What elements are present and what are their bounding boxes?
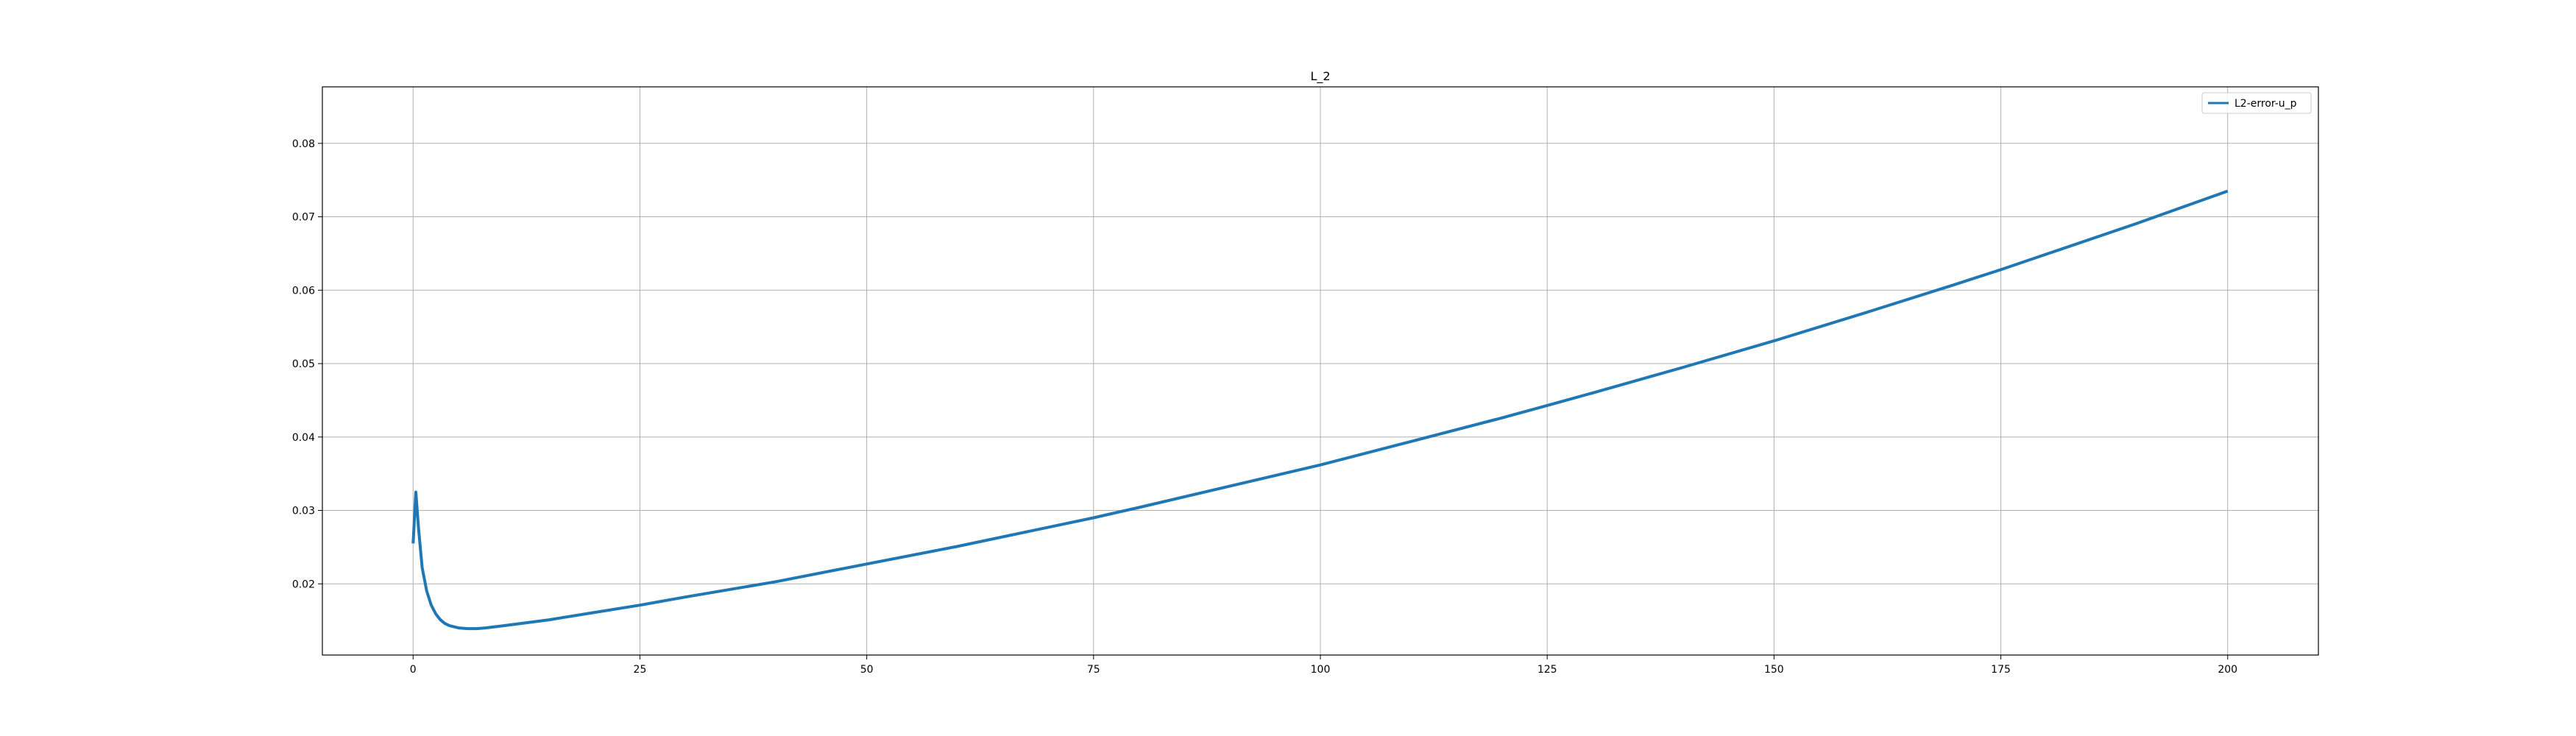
y-tick-label: 0.06 xyxy=(292,285,315,297)
series-line xyxy=(411,189,2229,631)
x-tick-label: 125 xyxy=(1538,664,1557,676)
x-tick-label: 100 xyxy=(1311,664,1331,676)
legend: L2-error-u_p xyxy=(2201,92,2312,114)
y-tick-label: 0.07 xyxy=(292,212,315,224)
x-tick-label: 25 xyxy=(634,664,647,676)
ticks: 0 25 50 75 100 125 150 175 200 0.02 0.03 0.04 0.05 0.… xyxy=(292,138,2237,676)
y-tick-label: 0.08 xyxy=(292,138,315,150)
y-tick-label: 0.05 xyxy=(292,358,315,370)
x-tick-label: 200 xyxy=(2218,664,2237,676)
legend-box xyxy=(2201,92,2312,114)
grid xyxy=(322,87,2318,655)
x-tick-label: 0 xyxy=(410,664,417,676)
x-tick-label: 75 xyxy=(1087,664,1100,676)
y-tick-label: 0.03 xyxy=(292,506,315,517)
y-tick-label: 0.04 xyxy=(292,432,315,444)
series-layer xyxy=(411,189,2229,631)
x-tick-label: 150 xyxy=(1764,664,1784,676)
x-tick-label: 50 xyxy=(860,664,874,676)
legend-label: L2-error-u_p xyxy=(2234,98,2297,110)
y-tick-label: 0.02 xyxy=(292,578,315,590)
chart-title: L_2 xyxy=(1310,69,1330,84)
x-tick-label: 175 xyxy=(1991,664,2011,676)
